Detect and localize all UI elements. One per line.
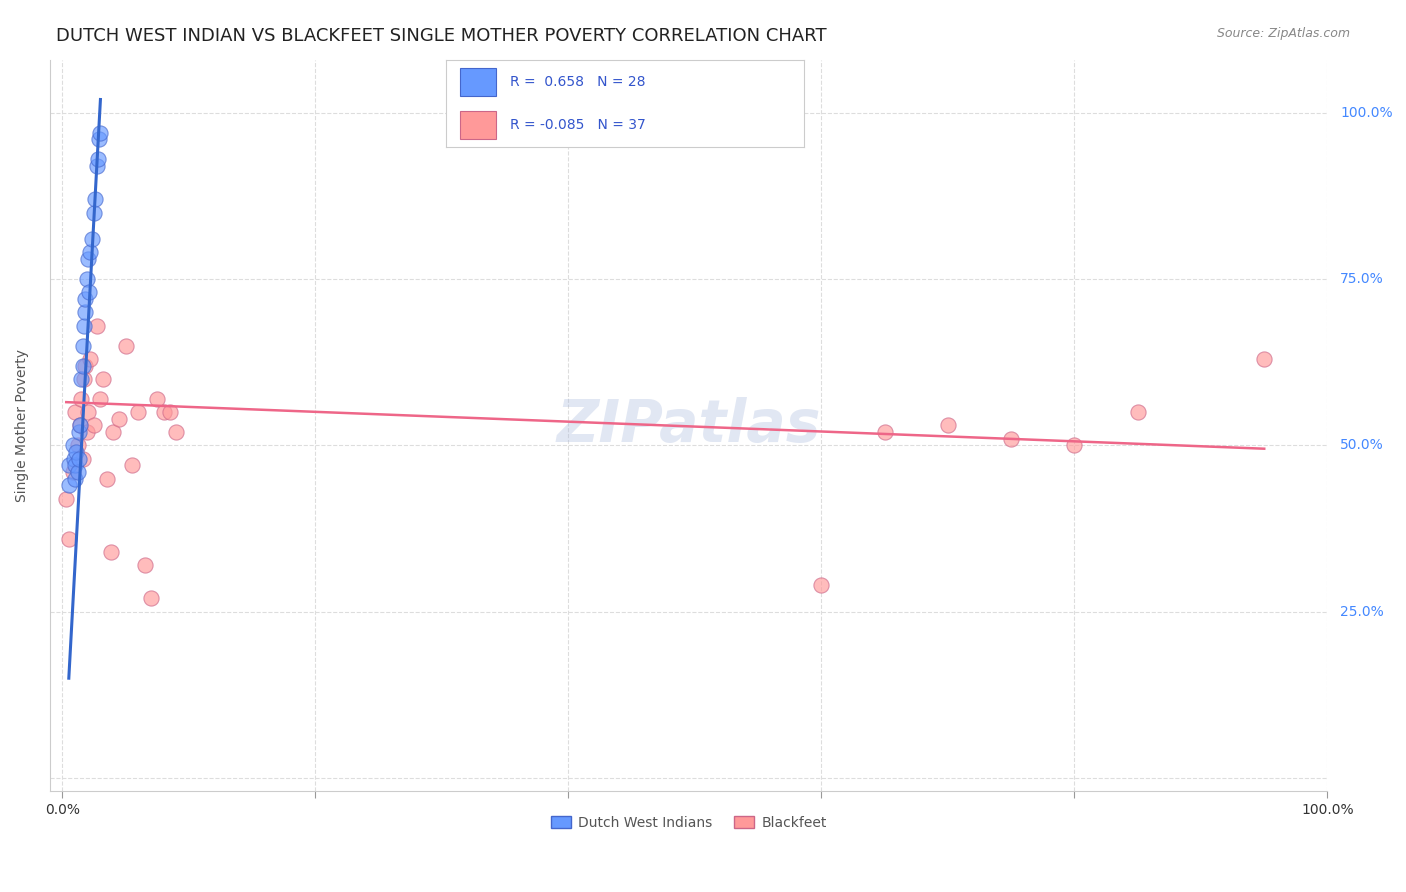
Point bbox=[1000, 432, 1022, 446]
Point bbox=[69, 418, 91, 433]
Point bbox=[70, 392, 93, 406]
Point bbox=[84, 192, 107, 206]
Point bbox=[873, 425, 896, 439]
Text: 50.0%: 50.0% bbox=[1340, 438, 1384, 452]
Point bbox=[73, 372, 96, 386]
Point bbox=[1253, 351, 1275, 366]
Point bbox=[810, 578, 832, 592]
Point bbox=[83, 418, 105, 433]
Point bbox=[80, 232, 103, 246]
Point bbox=[89, 392, 111, 406]
Legend: Dutch West Indians, Blackfeet: Dutch West Indians, Blackfeet bbox=[546, 811, 832, 836]
Point bbox=[63, 458, 86, 473]
Text: DUTCH WEST INDIAN VS BLACKFEET SINGLE MOTHER POVERTY CORRELATION CHART: DUTCH WEST INDIAN VS BLACKFEET SINGLE MO… bbox=[56, 27, 827, 45]
Point bbox=[55, 491, 77, 506]
Point bbox=[146, 392, 169, 406]
Point bbox=[1063, 438, 1085, 452]
Point bbox=[62, 438, 84, 452]
Point bbox=[63, 472, 86, 486]
Point bbox=[72, 359, 94, 373]
Point bbox=[89, 132, 111, 146]
Text: 75.0%: 75.0% bbox=[1340, 272, 1384, 286]
Point bbox=[159, 405, 181, 419]
Point bbox=[936, 418, 959, 433]
Point bbox=[67, 425, 90, 439]
Point bbox=[66, 465, 89, 479]
Point bbox=[76, 272, 98, 286]
Point bbox=[79, 245, 101, 260]
Point bbox=[63, 405, 86, 419]
Point bbox=[69, 418, 91, 433]
Point bbox=[76, 425, 98, 439]
Point bbox=[127, 405, 149, 419]
Point bbox=[65, 445, 87, 459]
Point bbox=[70, 372, 93, 386]
Point bbox=[139, 591, 162, 606]
Text: 100.0%: 100.0% bbox=[1340, 106, 1393, 120]
Point bbox=[121, 458, 143, 473]
Point bbox=[73, 318, 96, 333]
Point bbox=[86, 318, 108, 333]
Point bbox=[108, 411, 131, 425]
Point bbox=[62, 465, 84, 479]
Point bbox=[87, 153, 110, 167]
Text: 25.0%: 25.0% bbox=[1340, 605, 1384, 619]
Point bbox=[77, 285, 100, 300]
Point bbox=[76, 405, 98, 419]
Point bbox=[76, 252, 98, 267]
Point bbox=[72, 338, 94, 352]
Point bbox=[91, 372, 114, 386]
Point bbox=[79, 351, 101, 366]
Point bbox=[86, 159, 108, 173]
Point bbox=[75, 292, 97, 306]
Point bbox=[67, 451, 90, 466]
Y-axis label: Single Mother Poverty: Single Mother Poverty bbox=[15, 349, 30, 502]
Point bbox=[58, 458, 80, 473]
Text: Source: ZipAtlas.com: Source: ZipAtlas.com bbox=[1216, 27, 1350, 40]
Point bbox=[63, 451, 86, 466]
Text: ZIPatlas: ZIPatlas bbox=[557, 397, 821, 454]
Point bbox=[66, 438, 89, 452]
Point bbox=[152, 405, 174, 419]
Point bbox=[1126, 405, 1149, 419]
Point bbox=[83, 205, 105, 219]
Point bbox=[72, 451, 94, 466]
Point bbox=[165, 425, 187, 439]
Point bbox=[114, 338, 136, 352]
Point bbox=[101, 425, 124, 439]
Point bbox=[58, 478, 80, 492]
Point bbox=[75, 359, 97, 373]
Point bbox=[96, 472, 118, 486]
Point bbox=[89, 126, 111, 140]
Point bbox=[100, 545, 122, 559]
Point bbox=[58, 532, 80, 546]
Point bbox=[134, 558, 156, 573]
Point bbox=[75, 305, 97, 319]
